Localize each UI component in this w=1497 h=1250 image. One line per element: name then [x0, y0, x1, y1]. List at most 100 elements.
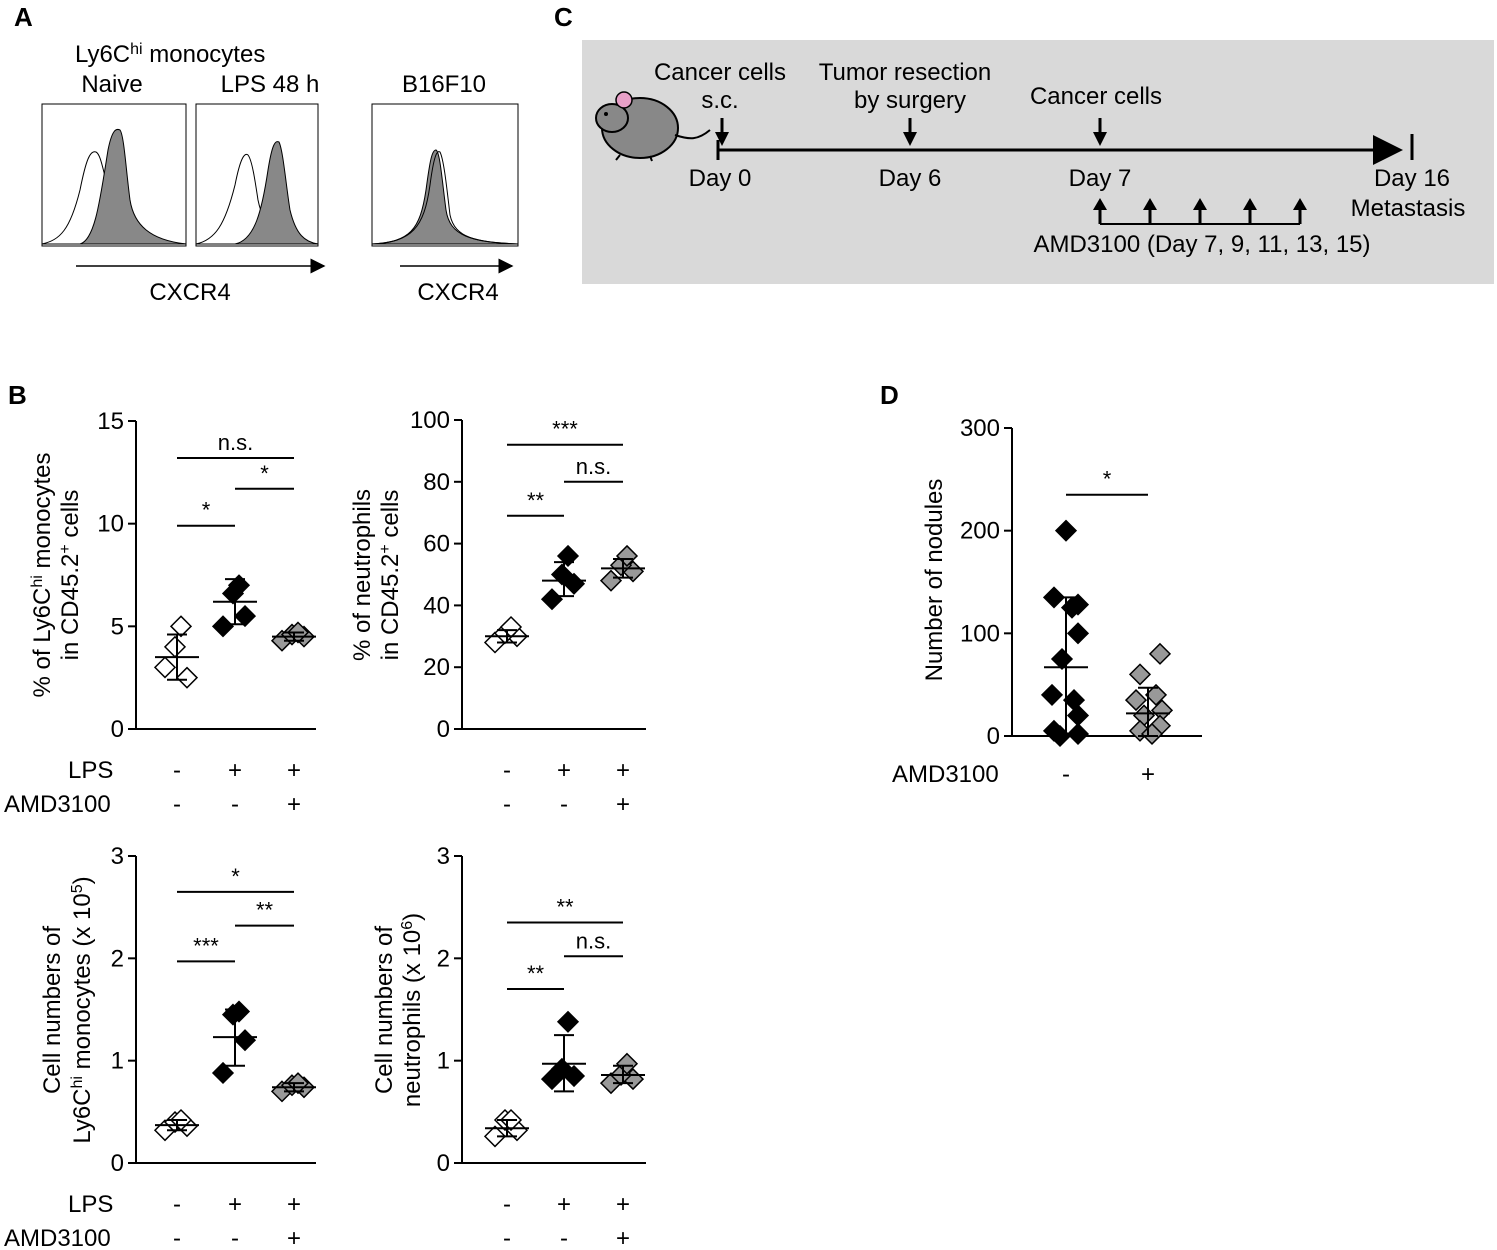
svg-text:-: - — [503, 1225, 511, 1250]
data-point — [1144, 683, 1168, 706]
significance-label: * — [231, 864, 240, 889]
data-point — [1066, 704, 1090, 727]
data-point — [615, 1052, 639, 1075]
svg-text:-: - — [173, 1191, 181, 1218]
svg-text:+: + — [287, 791, 301, 818]
svg-text:+: + — [616, 791, 630, 818]
data-point — [1066, 622, 1090, 645]
svg-text:+: + — [616, 1191, 630, 1218]
svg-text:+: + — [616, 757, 630, 784]
significance-label: n.s. — [576, 928, 611, 953]
panel-b-label: B — [8, 380, 27, 410]
significance-label: n.s. — [576, 454, 611, 479]
ylabel-B2: % of neutrophils in CD45.2+ cells — [349, 489, 404, 661]
panel-c-label: C — [554, 2, 573, 32]
y-tick-label: 200 — [960, 518, 1000, 545]
data-point — [211, 615, 235, 638]
lps-row-label: LPS — [68, 757, 113, 784]
ylabel-B4: Cell numbers of neutrophils (x 106) — [371, 913, 426, 1107]
svg-text:-: - — [173, 1225, 181, 1250]
data-point — [550, 563, 574, 586]
panel-d-label: D — [880, 380, 899, 410]
hist-label-lps: LPS 48 h — [221, 71, 320, 98]
chart-B2: 0 20 40 60 80 100 *** n.s. ** — [410, 407, 646, 743]
significance-label: *** — [552, 417, 578, 442]
svg-text:+: + — [228, 1191, 242, 1218]
data-point — [556, 544, 580, 568]
svg-text:+: + — [557, 1191, 571, 1218]
significance-label: ** — [527, 488, 545, 513]
svg-text:in CD45.2+ cells: in CD45.2+ cells — [377, 490, 404, 661]
svg-text:-: - — [173, 757, 181, 784]
hist-xlabel-2: CXCR4 — [417, 279, 498, 306]
significance-label: ** — [527, 961, 545, 986]
y-tick-label: 100 — [410, 407, 450, 434]
y-tick-label: 0 — [437, 716, 450, 743]
data-point — [1042, 586, 1066, 609]
event-0-label1: Cancer cells — [654, 59, 786, 86]
svg-text:% of neutrophils: % of neutrophils — [349, 489, 376, 661]
event-1-label1: Tumor resection — [819, 59, 992, 86]
y-tick-label: 0 — [987, 723, 1000, 750]
significance-label: * — [202, 498, 211, 523]
svg-text:-: - — [231, 1225, 239, 1250]
histogram-b16f10 — [371, 103, 519, 247]
y-tick-label: 20 — [423, 654, 450, 681]
y-tick-label: 0 — [111, 716, 124, 743]
data-point — [556, 1010, 580, 1033]
data-point — [1128, 663, 1152, 686]
day-7-label: Day 7 — [1069, 165, 1132, 192]
data-point — [1054, 519, 1078, 542]
chart-B1: 0 5 10 15 n.s. * * — [97, 408, 316, 743]
significance-label: n.s. — [218, 430, 253, 455]
data-point — [1066, 722, 1090, 746]
svg-text:-: - — [503, 1191, 511, 1218]
y-tick-label: 0 — [111, 1150, 124, 1177]
y-tick-label: 0 — [437, 1150, 450, 1177]
svg-text:-: - — [503, 757, 511, 784]
mouse-icon — [595, 91, 711, 162]
hist-xlabel-1: CXCR4 — [149, 279, 230, 306]
data-point — [540, 588, 564, 611]
data-point — [163, 635, 187, 658]
data-point — [1040, 683, 1064, 706]
data-point — [153, 656, 177, 679]
svg-text:LPS: LPS — [68, 1191, 113, 1218]
hist-label-b16f10: B16F10 — [402, 71, 486, 98]
svg-text:Cell numbers of: Cell numbers of — [371, 926, 398, 1094]
data-point — [599, 569, 623, 592]
y-tick-label: 1 — [111, 1048, 124, 1075]
svg-text:+: + — [287, 757, 301, 784]
y-tick-label: 80 — [423, 469, 450, 496]
svg-text:+: + — [557, 757, 571, 784]
y-tick-label: 40 — [423, 592, 450, 619]
ylabel-B1: % of Ly6Chi monocytes in CD45.2+ cells — [29, 453, 84, 698]
svg-text:neutrophils (x 106): neutrophils (x 106) — [399, 913, 426, 1107]
conditions-B-bottom: LPS AMD3100 - + + - - + - + + - - + — [4, 1191, 630, 1250]
amd-row-label: AMD3100 — [4, 791, 111, 818]
svg-text:Cell numbers of: Cell numbers of — [39, 926, 66, 1094]
ylabel-B3: Cell numbers of Ly6Chi monocytes (x 105) — [39, 876, 96, 1143]
histogram-naive — [41, 103, 187, 247]
svg-text:-: - — [1062, 761, 1070, 788]
y-tick-label: 5 — [111, 613, 124, 640]
metastasis-label: Metastasis — [1351, 195, 1466, 222]
event-arrows — [715, 118, 1107, 146]
y-tick-label: 100 — [960, 620, 1000, 647]
y-tick-label: 10 — [97, 511, 124, 538]
svg-text:-: - — [560, 1225, 568, 1250]
y-tick-label: 1 — [437, 1048, 450, 1075]
chart-D: 0 100 200 300 * — [960, 415, 1202, 750]
svg-text:+: + — [287, 1191, 301, 1218]
treatment-arrows — [1093, 198, 1307, 225]
day-0-label: Day 0 — [689, 165, 752, 192]
y-tick-label: 2 — [111, 945, 124, 972]
y-tick-label: 300 — [960, 415, 1000, 442]
data-point — [483, 1125, 507, 1148]
event-1-label2: by surgery — [854, 87, 966, 114]
data-point — [175, 666, 199, 689]
